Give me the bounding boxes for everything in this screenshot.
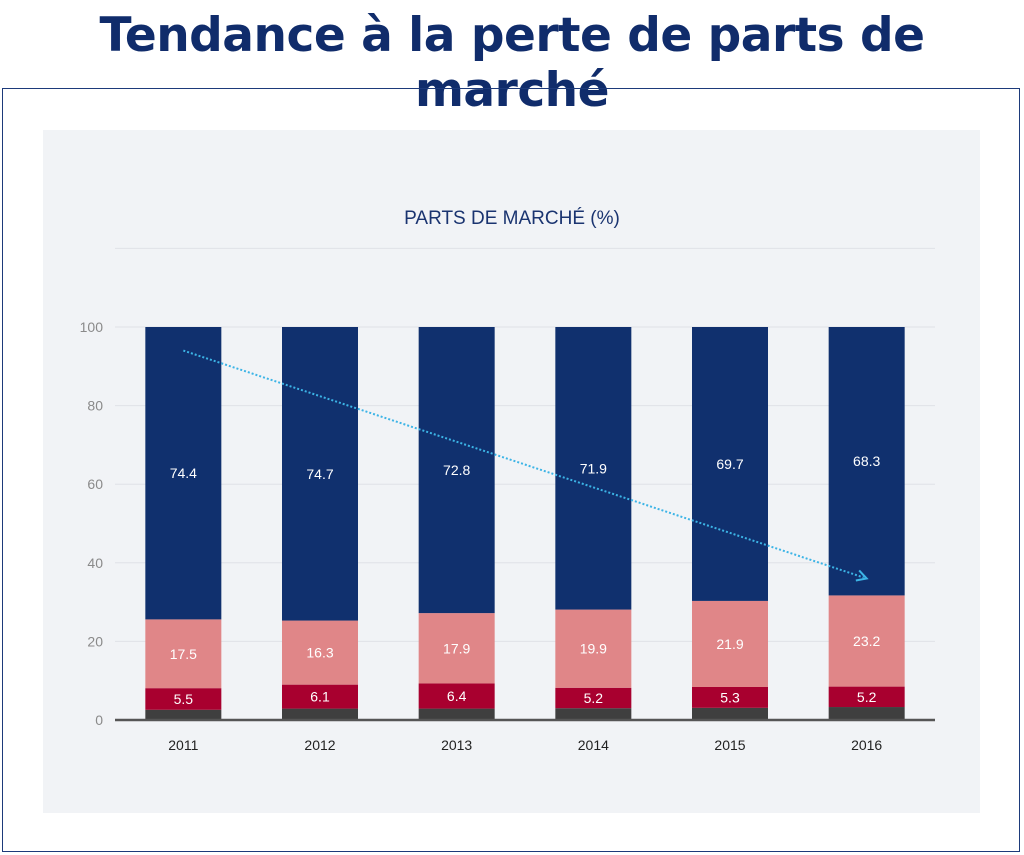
y-tick-label: 0 — [95, 712, 103, 728]
bar-segment — [828, 707, 905, 720]
data-label: 23.2 — [853, 633, 880, 649]
data-label: 5.3 — [720, 689, 740, 705]
x-tick-label: 2015 — [714, 737, 745, 753]
bar-segment — [555, 708, 632, 720]
bar-segment — [282, 327, 358, 621]
data-label: 5.2 — [584, 690, 604, 706]
data-label: 68.3 — [853, 453, 880, 469]
data-label: 5.2 — [857, 689, 877, 705]
bar-segment — [282, 620, 358, 685]
y-tick-label: 60 — [87, 476, 103, 492]
data-label: 71.9 — [580, 460, 607, 476]
trend-arrow-line — [183, 349, 864, 579]
x-tick-label: 2013 — [441, 737, 472, 753]
y-tick-label: 40 — [87, 555, 103, 571]
data-label: 17.9 — [443, 640, 470, 656]
chart-title: PARTS DE MARCHÉ (%) — [404, 208, 620, 229]
y-tick-label: 100 — [80, 319, 104, 335]
bar-segment — [692, 327, 768, 601]
bar-segment — [282, 708, 358, 720]
page-title: Tendance à la perte de parts de marché — [99, 8, 926, 118]
data-label: 72.8 — [443, 462, 470, 478]
data-label: 6.1 — [310, 689, 330, 705]
bar-segment — [418, 613, 495, 684]
bar-segment — [692, 686, 768, 708]
bar-segment — [418, 327, 495, 614]
data-label: 74.4 — [170, 465, 197, 481]
x-tick-label: 2014 — [578, 737, 609, 753]
bar-segment — [555, 327, 632, 610]
bar-segment — [418, 683, 495, 709]
bar-segment — [828, 686, 905, 708]
y-tick-label: 20 — [87, 633, 103, 649]
bar-segment — [692, 707, 768, 720]
chart-frame — [2, 88, 1020, 852]
bar-segment — [828, 327, 905, 596]
data-label: 74.7 — [306, 466, 333, 482]
data-label: 17.5 — [170, 646, 197, 662]
x-tick-label: 2016 — [851, 737, 882, 753]
bar-segment — [145, 688, 222, 710]
bar-segment — [145, 619, 222, 689]
x-tick-label: 2011 — [168, 737, 198, 753]
x-tick-label: 2012 — [304, 737, 335, 753]
data-label: 6.4 — [447, 688, 467, 704]
bar-segment — [828, 595, 905, 687]
y-tick-label: 80 — [87, 398, 103, 414]
bar-segment — [692, 600, 768, 687]
bar-segment — [145, 709, 222, 720]
bar-segment — [555, 609, 632, 688]
bar-segment — [418, 708, 495, 720]
bar-segment — [282, 684, 358, 709]
data-label: 19.9 — [580, 641, 607, 657]
bar-segment — [145, 327, 222, 620]
data-label: 16.3 — [306, 645, 333, 661]
data-label: 69.7 — [716, 456, 743, 472]
trend-arrow-head-icon — [855, 569, 869, 582]
data-label: 21.9 — [716, 636, 743, 652]
data-label: 5.5 — [174, 691, 194, 707]
bar-segment — [555, 687, 632, 709]
